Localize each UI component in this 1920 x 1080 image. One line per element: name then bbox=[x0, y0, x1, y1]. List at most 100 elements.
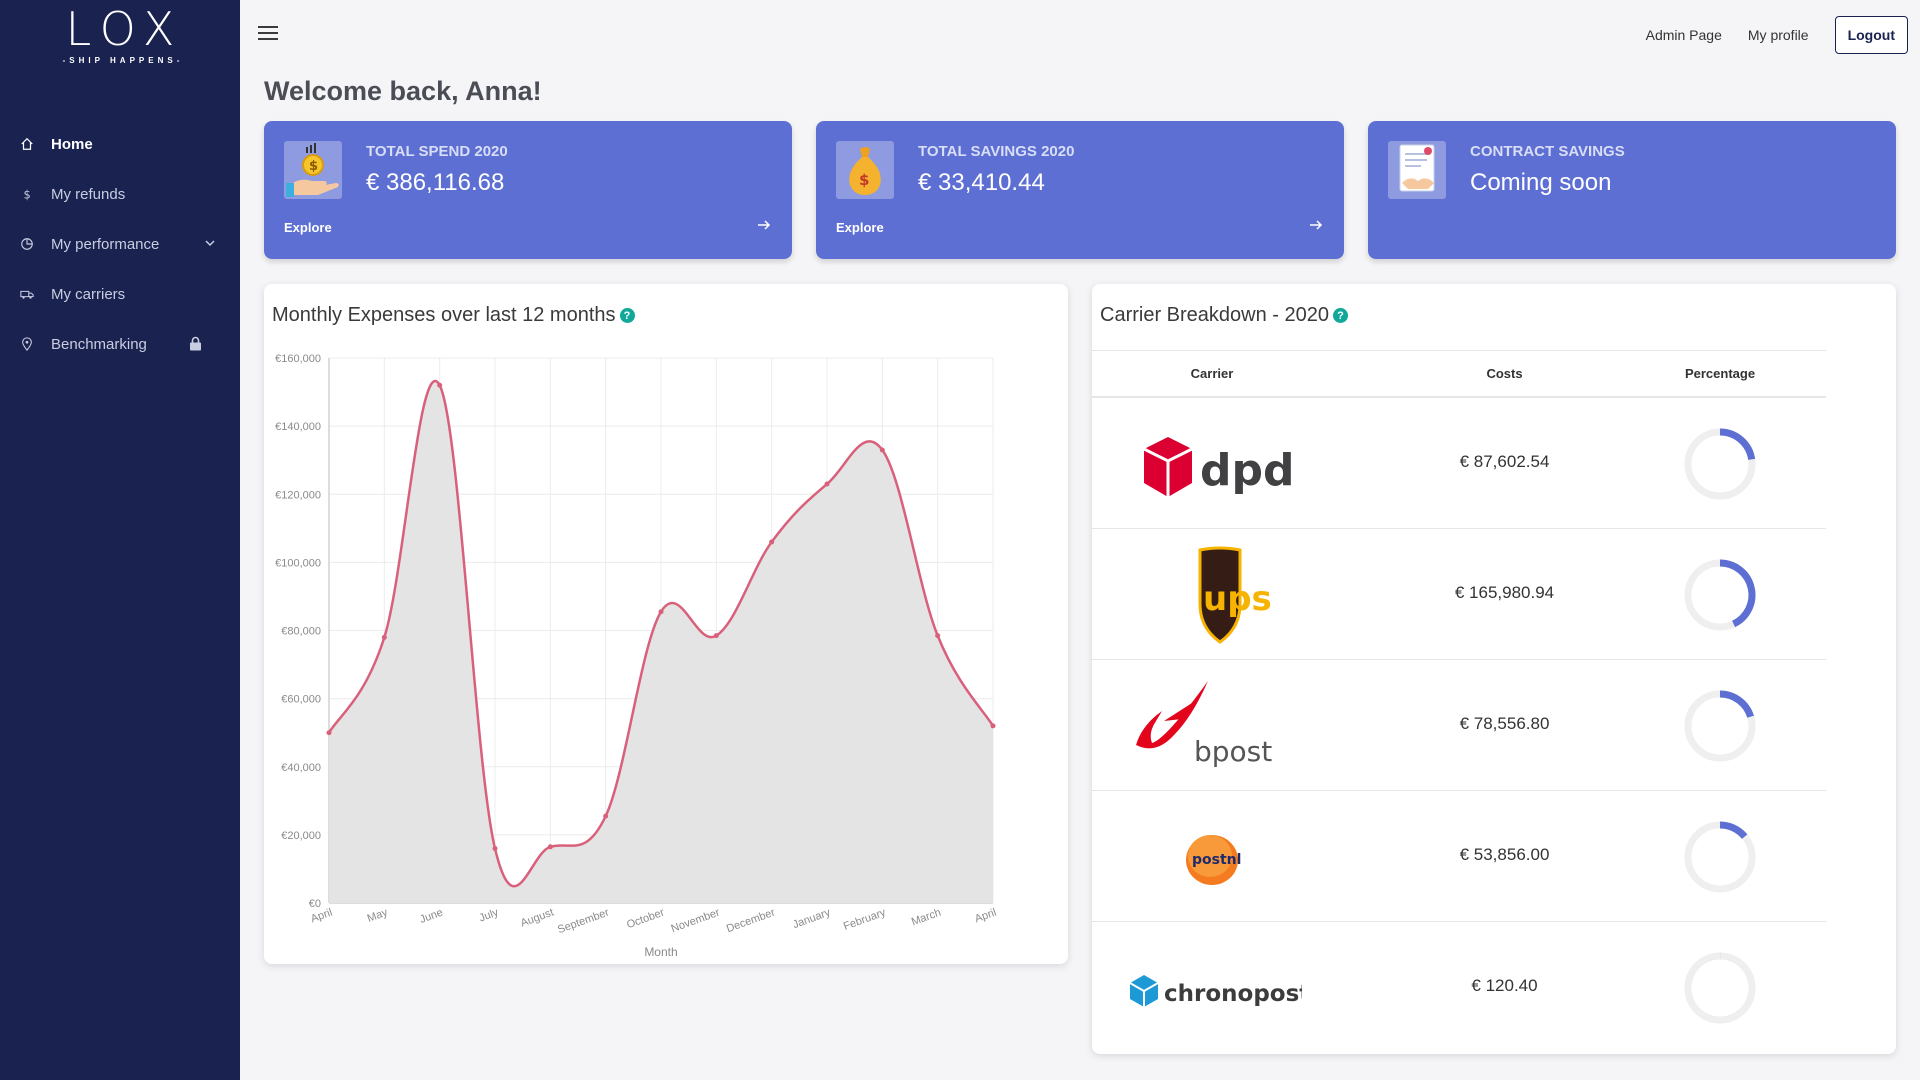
cost-value: € 120.40 bbox=[1471, 976, 1538, 995]
y-tick-label: €160,000 bbox=[275, 353, 321, 365]
lock-icon bbox=[190, 336, 201, 351]
postnl-logo: postnl bbox=[1122, 806, 1302, 906]
data-point[interactable] bbox=[492, 846, 498, 851]
card-title: TOTAL SPEND 2020 bbox=[366, 143, 508, 160]
data-point[interactable] bbox=[381, 634, 387, 640]
y-tick-label: €40,000 bbox=[281, 762, 321, 774]
page-title: Welcome back, Anna! bbox=[264, 76, 542, 106]
sidebar-item-performance[interactable]: My performance bbox=[0, 219, 240, 269]
donut-arc bbox=[1719, 821, 1748, 840]
sidebar-item-benchmarking[interactable]: Benchmarking bbox=[0, 319, 240, 369]
pie-chart-icon bbox=[20, 237, 34, 251]
top-nav: Admin Page My profile Logout bbox=[1646, 16, 1908, 54]
total-savings-card: $ TOTAL SAVINGS 2020 € 33,410.44 Explore bbox=[816, 121, 1344, 259]
ups-logo: ups bbox=[1122, 544, 1302, 644]
donut-track bbox=[1684, 952, 1756, 1024]
data-point[interactable] bbox=[713, 633, 719, 639]
expenses-line-chart: €0 €20,000 €40,000 €60,000 €80,000 €100,000 €1… bbox=[275, 353, 998, 959]
sidebar-item-label: My refunds bbox=[51, 185, 126, 203]
data-point[interactable] bbox=[935, 633, 941, 639]
sidebar-item-label: Home bbox=[51, 135, 93, 153]
table-row: bpost € 78,556.80 bbox=[1092, 660, 1826, 791]
card-value: € 386,116.68 bbox=[366, 169, 505, 196]
svg-text:$: $ bbox=[24, 187, 31, 201]
svg-text:dpd: dpd bbox=[1200, 445, 1295, 496]
cost-value: € 165,980.94 bbox=[1454, 583, 1555, 602]
data-point[interactable] bbox=[879, 447, 885, 453]
svg-text:$: $ bbox=[859, 171, 869, 189]
table-row: ups € 165,980.94 bbox=[1092, 529, 1826, 660]
y-tick-label: €20,000 bbox=[281, 830, 321, 842]
x-axis-label: Month bbox=[644, 945, 677, 959]
chevron-down-icon[interactable] bbox=[204, 237, 216, 249]
x-tick-label: August bbox=[519, 907, 555, 930]
y-tick-label: €120,000 bbox=[275, 489, 321, 501]
y-tick-label: €100,000 bbox=[275, 557, 321, 569]
sidebar-item-refunds[interactable]: $ My refunds bbox=[0, 169, 240, 219]
help-icon[interactable]: ? bbox=[619, 308, 635, 323]
brand-tagline: -SHIP HAPPENS- bbox=[62, 56, 184, 65]
x-tick-label: March bbox=[910, 907, 943, 929]
table-row: postnl € 53,856.00 bbox=[1092, 791, 1826, 922]
admin-page-link[interactable]: Admin Page bbox=[1645, 27, 1722, 43]
donut-arc bbox=[1719, 428, 1756, 461]
percentage-donut bbox=[1682, 426, 1758, 502]
data-point[interactable] bbox=[603, 813, 609, 819]
x-tick-label: June bbox=[418, 907, 445, 926]
cost-value: € 53,856.00 bbox=[1459, 845, 1550, 864]
table-header: Carrier Costs Percentage bbox=[1092, 350, 1826, 398]
x-tick-label: May bbox=[366, 906, 390, 925]
dollar-icon: $ bbox=[20, 187, 34, 201]
x-tick-label: February bbox=[842, 906, 888, 933]
card-title: TOTAL SAVINGS 2020 bbox=[918, 143, 1075, 160]
sidebar-item-carriers[interactable]: My carriers bbox=[0, 269, 240, 319]
data-point[interactable] bbox=[437, 382, 443, 388]
panel-title: Monthly Expenses over last 12 months ? bbox=[272, 304, 635, 327]
panel-title: Carrier Breakdown - 2020 ? bbox=[1100, 304, 1348, 327]
data-point[interactable] bbox=[547, 844, 553, 850]
y-tick-label: €0 bbox=[309, 898, 321, 910]
y-tick-label: €140,000 bbox=[275, 421, 321, 433]
explore-link[interactable]: Explore bbox=[836, 220, 884, 235]
money-hand-icon: $ bbox=[284, 141, 342, 199]
bpost-logo: bpost bbox=[1122, 675, 1302, 775]
carrier-breakdown-panel: Carrier Breakdown - 2020 ? Carrier Costs… bbox=[1092, 284, 1896, 1054]
home-icon bbox=[20, 137, 34, 151]
card-value: € 33,410.44 bbox=[918, 169, 1045, 196]
contract-icon bbox=[1388, 141, 1446, 199]
brand-logo[interactable]: LOX -SHIP HAPPENS- bbox=[0, 4, 240, 65]
logout-button[interactable]: Logout bbox=[1834, 16, 1908, 54]
sidebar-nav: Home $ My refunds My performance My carr… bbox=[0, 119, 240, 369]
data-point[interactable] bbox=[658, 609, 664, 615]
data-point[interactable] bbox=[990, 723, 996, 729]
percentage-donut bbox=[1682, 819, 1758, 895]
chart-title: Monthly Expenses over last 12 months bbox=[272, 304, 616, 326]
sidebar-item-home[interactable]: Home bbox=[0, 119, 240, 169]
data-point[interactable] bbox=[769, 539, 775, 545]
card-value: Coming soon bbox=[1470, 169, 1612, 196]
svg-text:$: $ bbox=[309, 159, 318, 174]
cost-value: € 78,556.80 bbox=[1459, 714, 1550, 733]
donut-arc bbox=[1719, 690, 1754, 718]
svg-text:ups: ups bbox=[1203, 579, 1272, 619]
arrow-right-icon[interactable] bbox=[756, 217, 772, 233]
x-tick-label: April bbox=[973, 907, 998, 926]
explore-link[interactable]: Explore bbox=[284, 220, 332, 235]
y-tick-label: €60,000 bbox=[281, 694, 321, 706]
column-header-carrier: Carrier bbox=[1190, 366, 1234, 381]
dpd-logo: dpd bbox=[1122, 413, 1302, 513]
table-title: Carrier Breakdown - 2020 bbox=[1100, 304, 1329, 326]
svg-text:bpost: bpost bbox=[1194, 735, 1272, 768]
x-tick-label: January bbox=[791, 906, 832, 931]
data-point[interactable] bbox=[326, 730, 332, 736]
arrow-right-icon[interactable] bbox=[1308, 217, 1324, 233]
help-icon[interactable]: ? bbox=[1333, 308, 1348, 323]
map-pin-icon bbox=[20, 337, 34, 351]
sidebar-item-label: My performance bbox=[51, 235, 160, 253]
hamburger-menu-button[interactable] bbox=[258, 26, 278, 44]
truck-icon bbox=[20, 287, 34, 301]
my-profile-link[interactable]: My profile bbox=[1747, 27, 1809, 43]
data-point[interactable] bbox=[824, 481, 830, 487]
percentage-donut bbox=[1682, 950, 1758, 1026]
x-tick-label: December bbox=[725, 906, 777, 935]
